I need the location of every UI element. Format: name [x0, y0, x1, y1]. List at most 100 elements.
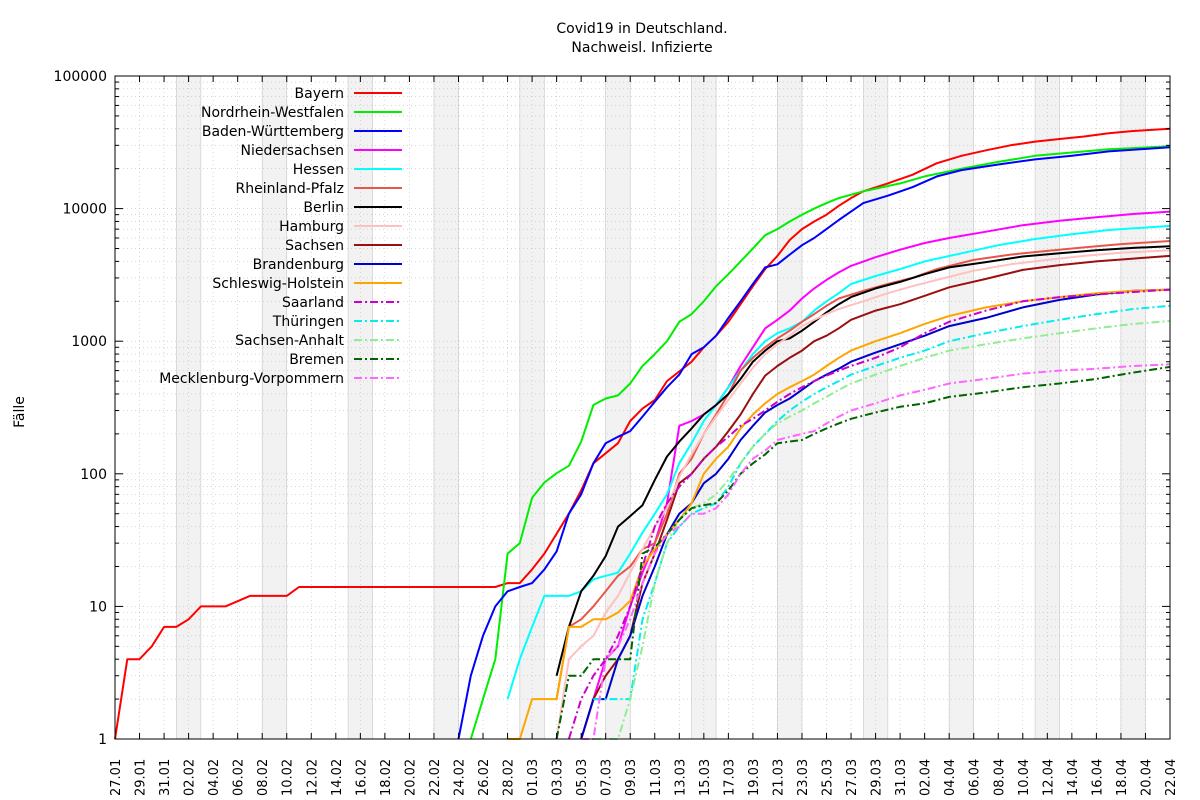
x-tick-label: 05.03 [575, 759, 590, 796]
weekend-band [605, 75, 631, 740]
plot-frame [114, 75, 1171, 740]
weekend-band [433, 75, 459, 740]
x-tick-label: 10.02 [281, 759, 296, 796]
x-tick-label: 04.02 [207, 759, 222, 796]
x-tick-label: 18.02 [379, 759, 394, 796]
weekend-band [519, 75, 545, 740]
x-tick-label: 29.03 [870, 759, 885, 796]
x-tick-label: 10.04 [1017, 759, 1032, 796]
y-tick-label: 10 [89, 599, 107, 615]
x-tick-label: 27.03 [845, 759, 860, 796]
series-line [581, 363, 1171, 740]
legend-label: Berlin [303, 200, 344, 216]
legend-label: Niedersachsen [241, 143, 344, 159]
legend-label: Sachsen-Anhalt [235, 333, 344, 349]
x-tick-label: 08.04 [992, 759, 1007, 796]
x-tick-label: 13.03 [673, 759, 688, 796]
series-line [580, 254, 1171, 740]
legend-label: Sachsen [285, 238, 344, 254]
series-line [567, 288, 1171, 740]
series-line [593, 320, 1171, 740]
y-axis: 1 10 100 1000 10000 100000 [54, 69, 1170, 748]
weekend-band [863, 75, 889, 740]
x-tick-label: 11.03 [649, 759, 664, 796]
series-line [555, 245, 1171, 676]
y-tick-label: 1 [98, 732, 107, 748]
weekend-band [176, 75, 202, 740]
x-tick-label: 23.03 [796, 759, 811, 796]
legend-label: Rheinland-Pfalz [236, 181, 344, 197]
x-tick-label: 02.04 [919, 759, 934, 796]
series-line [457, 146, 1171, 740]
x-tick-label: 15.03 [698, 759, 713, 796]
series-group [114, 127, 1171, 740]
series-line [580, 288, 1171, 740]
x-tick-label: 24.02 [452, 759, 467, 796]
legend-label: Nordrhein-Westfalen [201, 105, 344, 121]
x-tick-label: 22.02 [428, 759, 443, 796]
x-tick-label: 16.02 [354, 759, 369, 796]
weekend-band [261, 75, 288, 740]
series-line [593, 304, 1171, 701]
x-tick-label: 21.03 [771, 759, 786, 796]
y-tick-label: 100 [80, 467, 107, 483]
x-tick-label: 20.02 [403, 759, 418, 796]
series-line [555, 249, 1171, 740]
legend-label: Hamburg [279, 219, 344, 235]
weekend-band [1034, 75, 1060, 740]
y-tick-label: 100000 [54, 69, 107, 85]
x-tick-label: 14.02 [330, 759, 345, 796]
x-tick-label: 07.03 [600, 759, 615, 796]
weekend-band [1120, 75, 1146, 740]
x-tick-label: 27.01 [109, 759, 124, 796]
x-tick-label: 12.04 [1041, 759, 1056, 796]
legend-label: Bayern [295, 86, 344, 102]
x-tick-label: 19.03 [747, 759, 762, 796]
series-line [555, 240, 1171, 700]
x-tick-label: 25.03 [821, 759, 836, 796]
legend-label: Saarland [282, 295, 344, 311]
series-line [555, 365, 1171, 740]
x-tick-label: 06.02 [232, 759, 247, 796]
chart-title: Covid19 in Deutschland. [556, 21, 727, 37]
series-line [580, 210, 1171, 740]
x-tick-label: 17.03 [722, 759, 737, 796]
x-axis: 27.01 29.01 31.01 02.02 04.02 06.02 08.02 10.02… [109, 76, 1179, 796]
x-tick-label: 14.04 [1066, 759, 1081, 796]
legend-label: Hessen [293, 162, 344, 178]
x-tick-label: 12.02 [305, 759, 320, 796]
legend-label: Bremen [289, 352, 344, 368]
x-tick-label: 04.04 [943, 759, 958, 796]
y-axis-label: Fälle [12, 396, 28, 428]
x-tick-label: 06.04 [968, 759, 983, 796]
x-tick-label: 03.03 [551, 759, 566, 796]
x-tick-label: 09.03 [624, 759, 639, 796]
x-tick-label: 08.02 [256, 759, 271, 796]
x-tick-label: 26.02 [477, 759, 492, 796]
y-tick-label: 10000 [62, 202, 107, 218]
weekend-band [777, 75, 803, 740]
weekend-band [948, 75, 975, 740]
x-tick-label: 16.04 [1090, 759, 1105, 796]
legend: Bayern Nordrhein-Westfalen Baden-Württembe… [159, 86, 402, 387]
x-tick-label: 18.04 [1115, 759, 1130, 796]
x-tick-label: 28.02 [502, 759, 517, 796]
x-tick-label: 22.04 [1164, 759, 1179, 796]
y-tick-label: 1000 [71, 334, 107, 350]
x-tick-label: 20.04 [1139, 759, 1154, 796]
legend-label: Mecklenburg-Vorpommern [159, 371, 344, 387]
legend-label: Thüringen [272, 314, 344, 330]
series-line [114, 127, 1171, 740]
x-tick-label: 31.03 [894, 759, 909, 796]
legend-label: Baden-Württemberg [202, 124, 344, 140]
chart-subtitle: Nachweisl. Infizierte [571, 40, 712, 56]
x-tick-label: 02.02 [183, 759, 198, 796]
series-line [469, 145, 1171, 740]
x-tick-label: 01.03 [526, 759, 541, 796]
legend-label: Brandenburg [253, 257, 344, 273]
x-tick-label: 31.01 [158, 759, 173, 796]
legend-label: Schleswig-Holstein [212, 276, 344, 292]
x-tick-label: 29.01 [134, 759, 149, 796]
weekend-band [347, 75, 373, 740]
